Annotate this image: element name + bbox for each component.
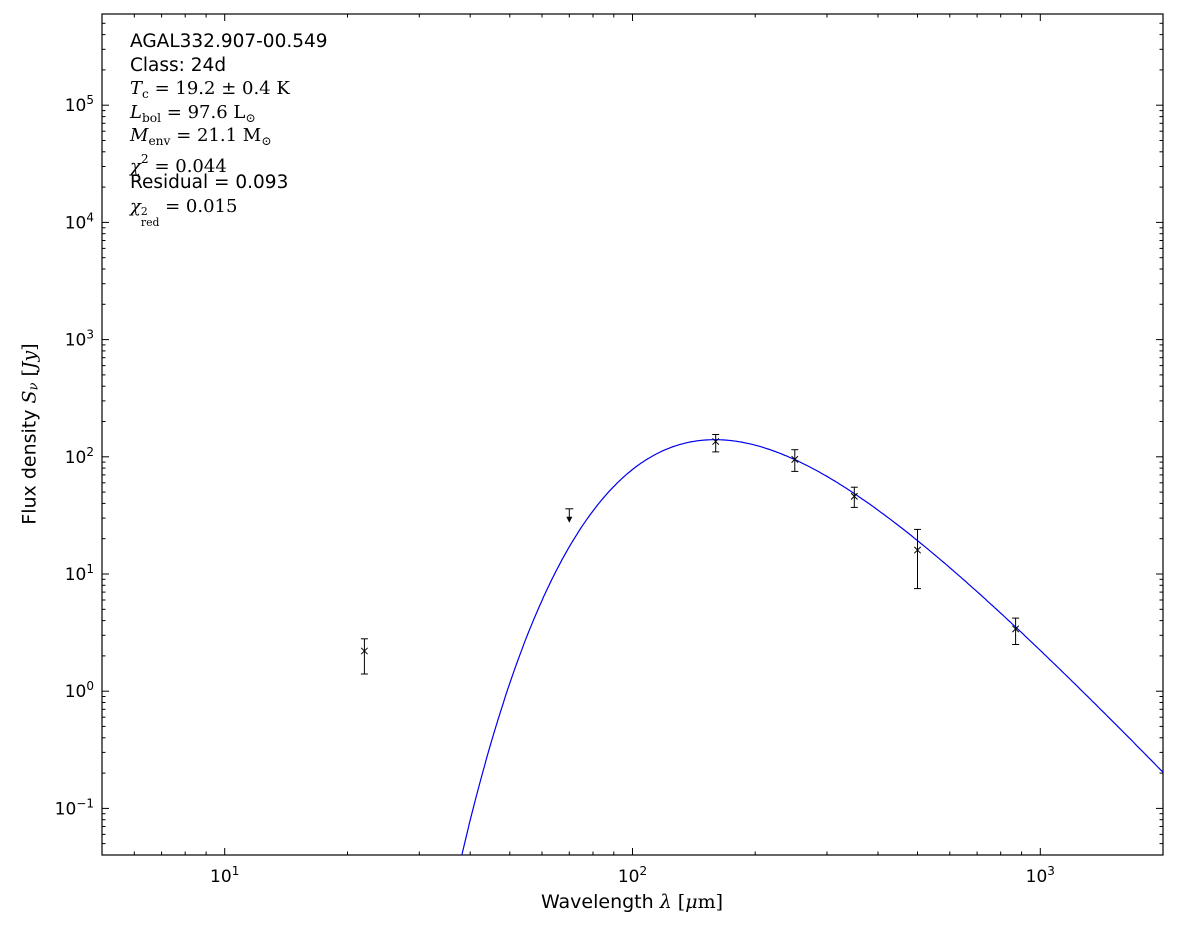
svg-text:103: 103	[65, 328, 94, 351]
annotation-line-5: Menv = 21.1 M⊙	[130, 125, 272, 148]
x-axis-label: Wavelength λ [μm]	[540, 891, 724, 913]
svg-text:10−1: 10−1	[55, 796, 94, 819]
svg-text:101: 101	[210, 864, 239, 887]
annotation-line-6: χ2 = 0.044	[130, 151, 227, 177]
y-axis-label: Flux density Sν [Jy]	[18, 343, 42, 525]
tick-labels: 101 102 103 10−1 100 101 102 103 104 105	[55, 93, 1055, 887]
annotation-line-3: Tc = 19.2 ± 0.4 K	[130, 78, 290, 101]
annotation-line-8: χ 2 red = 0.015	[130, 195, 238, 229]
svg-text:101: 101	[65, 562, 94, 585]
svg-text:104: 104	[65, 210, 94, 233]
annotation-line-4: Lbol = 97.6 L⊙	[130, 101, 256, 125]
svg-text:105: 105	[65, 93, 94, 116]
data-points	[360, 434, 1020, 675]
annotation-line-7: Residual = 0.093	[130, 172, 289, 193]
annotation-line-1: AGAL332.907-00.549	[130, 31, 328, 52]
svg-text:102: 102	[618, 864, 647, 887]
svg-text:103: 103	[1026, 864, 1055, 887]
model-curve	[461, 439, 1163, 855]
svg-text:100: 100	[65, 679, 94, 702]
axis-ticks	[102, 14, 1163, 855]
svg-text:102: 102	[65, 445, 94, 468]
fit-annotation-block: AGAL332.907-00.549 Class: 24d Tc = 19.2 ± …	[130, 30, 328, 229]
annotation-line-2: Class: 24d	[130, 54, 227, 76]
